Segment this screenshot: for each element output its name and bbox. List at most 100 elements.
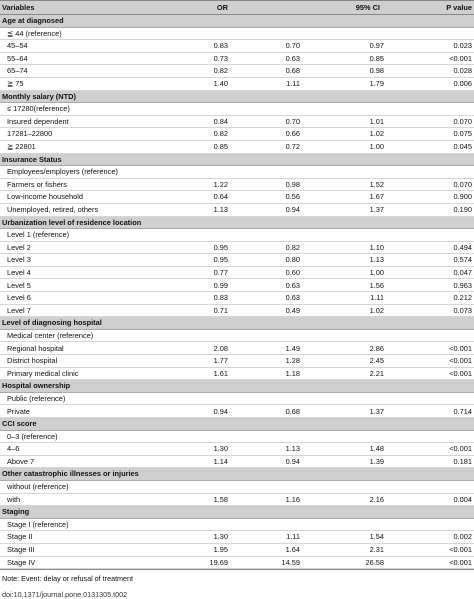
ci-upper-cell: 2.16 <box>300 493 384 507</box>
variable-cell: Level 2 <box>0 241 170 255</box>
p-value-cell: 0.212 <box>384 291 474 305</box>
ci-upper-cell: 2.21 <box>300 367 384 381</box>
table-row: Primary medical clinic 1.61 1.18 2.21 <0.001 <box>0 367 474 381</box>
ci-upper-cell: 1.00 <box>300 140 384 154</box>
or-cell: 0.77 <box>170 266 228 280</box>
table-row: District hospital 1.77 1.28 2.45 <0.001 <box>0 354 474 368</box>
table-row: 0–3 (reference) <box>0 430 474 444</box>
table-row: Insured dependent 0.84 0.70 1.01 0.070 <box>0 115 474 129</box>
or-cell: 0.82 <box>170 64 228 78</box>
ci-upper-cell <box>300 27 384 41</box>
header-or: OR <box>170 0 228 15</box>
p-value-cell <box>384 329 474 343</box>
table-row: 65–74 0.82 0.68 0.98 0.028 <box>0 64 474 78</box>
section-header-row: Level of diagnosing hospital <box>0 316 474 330</box>
table-footnote: Note: Event: delay or refusal of treatme… <box>2 574 134 584</box>
ci-upper-cell: 1.11 <box>300 291 384 305</box>
section-title: Hospital ownership <box>0 379 474 393</box>
variable-cell: 55–64 <box>0 52 170 66</box>
ci-upper-cell: 0.97 <box>300 39 384 53</box>
table-row: Stage IV 19.69 14.59 26.58 <0.001 <box>0 556 474 570</box>
or-cell <box>170 228 228 242</box>
variable-cell: 17281–22800 <box>0 127 170 141</box>
p-value-cell: 0.047 <box>384 266 474 280</box>
p-value-cell <box>384 480 474 494</box>
variable-cell: Level 4 <box>0 266 170 280</box>
variable-cell: Public (reference) <box>0 392 170 406</box>
or-cell: 0.84 <box>170 115 228 129</box>
or-cell <box>170 27 228 41</box>
or-cell <box>170 329 228 343</box>
p-value-cell: 0.075 <box>384 127 474 141</box>
or-cell: 1.30 <box>170 442 228 456</box>
ci-lower-cell <box>228 430 300 444</box>
header-p-value: P value <box>384 0 474 15</box>
ci-lower-cell: 0.94 <box>228 455 300 469</box>
p-value-cell: 0.002 <box>384 530 474 544</box>
table-row: Level 7 0.71 0.49 1.02 0.073 <box>0 304 474 318</box>
or-cell: 0.73 <box>170 52 228 66</box>
ci-upper-cell: 1.13 <box>300 253 384 267</box>
table-header-row: Variables OR 95% CI P value <box>0 0 474 15</box>
ci-lower-cell <box>228 329 300 343</box>
ci-lower-cell: 1.11 <box>228 530 300 544</box>
or-cell: 1.77 <box>170 354 228 368</box>
table-row: Level 6 0.83 0.63 1.11 0.212 <box>0 291 474 305</box>
ci-upper-cell: 1.01 <box>300 115 384 129</box>
or-cell: 0.71 <box>170 304 228 318</box>
ci-upper-cell: 1.56 <box>300 278 384 293</box>
or-cell: 1.13 <box>170 203 228 217</box>
p-value-cell: 0.023 <box>384 39 474 53</box>
ci-lower-cell <box>228 165 300 179</box>
table-row: ≤ 17280(reference) <box>0 102 474 116</box>
ci-lower-cell: 1.11 <box>228 77 300 91</box>
section-title: CCI score <box>0 417 474 431</box>
ci-lower-cell: 1.13 <box>228 442 300 456</box>
p-value-cell: 0.714 <box>384 404 474 418</box>
ci-upper-cell <box>300 392 384 406</box>
ci-upper-cell: 1.02 <box>300 304 384 318</box>
or-cell <box>170 480 228 494</box>
ci-lower-cell: 1.16 <box>228 493 300 507</box>
or-cell: 0.95 <box>170 241 228 255</box>
ci-lower-cell: 0.63 <box>228 291 300 305</box>
section-header-row: Other catastrophic illnesses or injuries <box>0 467 474 481</box>
ci-lower-cell: 0.70 <box>228 39 300 53</box>
ci-upper-cell <box>300 329 384 343</box>
variable-cell: ≤ 17280(reference) <box>0 102 170 116</box>
p-value-cell: <0.001 <box>384 52 474 66</box>
p-value-cell: 0.181 <box>384 455 474 469</box>
or-cell: 0.94 <box>170 404 228 418</box>
variable-cell: Level 7 <box>0 304 170 318</box>
table-row: ≧ 75 1.40 1.11 1.79 0.006 <box>0 77 474 91</box>
doi-link[interactable]: doi:10.1371/journal.pone.0131305.t002 <box>2 590 128 599</box>
or-cell: 1.40 <box>170 77 228 91</box>
table-row: Private 0.94 0.68 1.37 0.714 <box>0 404 474 418</box>
table-row: Low-income household 0.64 0.56 1.67 0.900 <box>0 190 474 204</box>
ci-lower-cell: 0.72 <box>228 140 300 154</box>
p-value-cell <box>384 102 474 116</box>
p-value-cell: 0.190 <box>384 203 474 217</box>
ci-upper-cell <box>300 228 384 242</box>
ci-lower-cell: 0.70 <box>228 115 300 129</box>
or-cell <box>170 165 228 179</box>
p-value-cell: <0.001 <box>384 367 474 381</box>
section-header-row: Monthly salary (NTD) <box>0 89 474 104</box>
variable-cell: Level 6 <box>0 291 170 305</box>
or-cell: 1.58 <box>170 493 228 507</box>
ci-upper-cell: 1.02 <box>300 127 384 141</box>
section-title: Urbanization level of residence location <box>0 215 474 230</box>
or-cell: 2.08 <box>170 341 228 356</box>
section-title: Monthly salary (NTD) <box>0 89 474 104</box>
ci-upper-cell: 2.86 <box>300 341 384 356</box>
p-value-cell <box>384 430 474 444</box>
variable-cell: 0–3 (reference) <box>0 430 170 444</box>
variable-cell: 4–6 <box>0 442 170 456</box>
ci-upper-cell <box>300 430 384 444</box>
ci-lower-cell: 0.49 <box>228 304 300 318</box>
table-row: Stage III 1.95 1.64 2.31 <0.001 <box>0 543 474 557</box>
section-title: Level of diagnosing hospital <box>0 316 474 330</box>
p-value-cell: <0.001 <box>384 556 474 570</box>
table-row: Employees/employers (reference) <box>0 165 474 179</box>
p-value-cell: <0.001 <box>384 442 474 456</box>
